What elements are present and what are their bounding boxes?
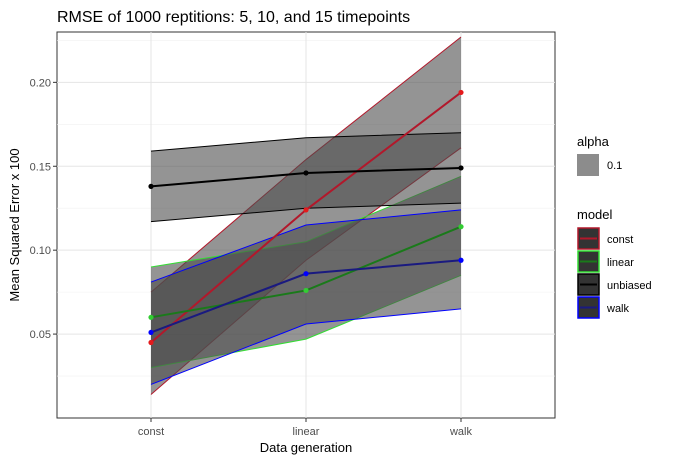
y-tick-label: 0.10 (30, 245, 51, 257)
y-tick-label: 0.15 (30, 161, 51, 173)
legend-label-unbiased: unbiased (607, 280, 652, 292)
band-unbiased (151, 132, 461, 222)
legend-label-linear: linear (607, 257, 634, 269)
legend-label-const: const (607, 234, 633, 246)
x-tick-label: linear (293, 426, 320, 438)
point-const (458, 89, 464, 96)
y-tick-label: 0.05 (30, 329, 51, 341)
x-tick-label: walk (449, 426, 473, 438)
point-walk (303, 271, 309, 277)
point-unbiased (303, 170, 309, 176)
band-upper-unbiased (150, 132, 462, 152)
band-walk (151, 209, 461, 385)
point-unbiased (148, 183, 154, 189)
x-tick-label: const (138, 426, 164, 438)
legend-alpha-swatch (577, 154, 599, 176)
band-upper-walk (150, 209, 462, 283)
point-linear (303, 287, 309, 294)
y-axis-ticks: 0.05 0.10 0.15 0.20 (30, 77, 57, 341)
point-const (148, 339, 154, 346)
point-linear (458, 224, 464, 230)
legend-label-walk: walk (606, 303, 630, 315)
band-lower-walk (150, 308, 462, 385)
point-linear (148, 314, 154, 320)
y-tick-label: 0.20 (30, 77, 51, 89)
point-walk (148, 329, 154, 336)
legend-alpha: alpha 0.1 (577, 134, 622, 176)
legend-model-title: model (577, 207, 613, 222)
data-points (148, 89, 464, 346)
point-unbiased (458, 165, 464, 171)
y-axis-title: Mean Squared Error x 100 (7, 148, 22, 301)
legend-model: const linear unbiased walk (577, 227, 652, 319)
x-axis-title: Data generation (260, 440, 353, 455)
point-const (303, 207, 309, 213)
chart-title: RMSE of 1000 reptitions: 5, 10, and 15 t… (57, 9, 410, 26)
x-axis-ticks: const linear walk (138, 418, 473, 438)
legend-alpha-title: alpha (577, 134, 610, 149)
point-walk (458, 257, 464, 263)
legend-alpha-label: 0.1 (607, 160, 622, 172)
